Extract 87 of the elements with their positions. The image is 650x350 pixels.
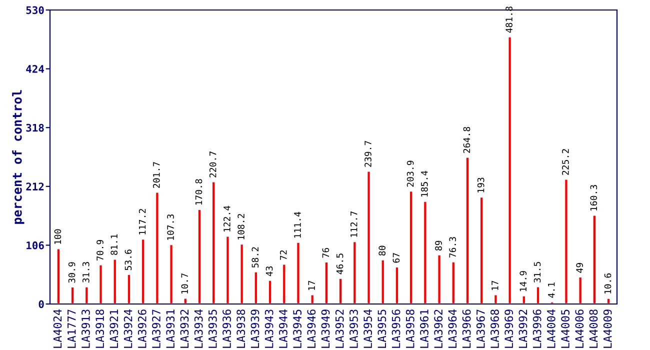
x-tick-label: LA3932 [180,310,189,348]
x-tick-label: LA3934 [194,309,203,348]
x-tick-label: LA3949 [321,310,330,348]
data-label: 31.5 [534,262,541,282]
data-label: 53.6 [124,250,132,270]
data-label: 225.2 [562,149,569,175]
data-label: 170.8 [195,179,202,205]
x-tick-label: LA3921 [110,310,118,348]
data-label: 122.4 [224,206,230,232]
data-label: 100 [54,229,62,244]
x-tick-label: LA3924 [124,309,132,348]
data-label: 14.9 [520,271,527,292]
x-tick-label: LA4008 [589,310,598,348]
y-axis-title: percent of control [12,90,24,224]
x-tick-label: LA3946 [307,310,316,348]
x-tick-label: LA3913 [82,310,90,348]
data-label: 58.2 [252,247,259,268]
data-label: 17 [308,280,315,290]
x-tick-label: LA4005 [561,310,570,348]
x-tick-label: LA3962 [434,310,443,348]
y-tick-label: 424 [26,65,44,73]
data-label: 481.8 [506,6,512,33]
data-label: 89 [435,240,442,251]
x-tick-label: LA4006 [575,310,584,348]
y-tick-label: 318 [26,124,44,132]
x-tick-label: LA3952 [335,310,344,348]
x-tick-label: LA3992 [518,310,528,348]
data-label: 112.7 [350,211,358,237]
data-label: 160.3 [590,185,598,210]
data-label: 46.5 [336,254,344,274]
data-label: 17 [492,280,498,290]
x-tick-label: LA3927 [152,310,160,348]
data-label: 108.2 [238,214,244,240]
data-label: 70.9 [96,240,104,261]
data-label: 10.6 [604,273,612,294]
data-label: 117.2 [138,209,146,234]
x-tick-label: LA4024 [53,309,62,348]
x-tick-label: LA3966 [462,310,471,348]
data-label: 4.1 [548,282,555,298]
x-tick-label: LA3958 [406,310,414,348]
x-tick-label: LA3969 [504,310,514,348]
data-label: 76.3 [449,237,456,258]
data-label: 193 [477,178,484,192]
y-tick-label: 106 [26,241,44,250]
data-label: 201.7 [153,162,160,188]
data-label: 264.8 [463,126,470,153]
data-label: 10.7 [181,273,188,294]
x-tick-label: LA3931 [166,310,175,348]
data-label: 76 [322,248,330,258]
x-tick-label: LA3953 [350,310,358,348]
data-label: 111.4 [294,212,301,238]
data-label: 31.3 [82,262,90,283]
x-tick-label: LA3964 [448,309,457,348]
x-tick-label: LA4004 [546,309,556,348]
x-tick-label: LA3944 [278,309,288,348]
x-tick-label: LA3967 [476,310,485,348]
x-tick-label: LA3955 [378,310,386,348]
y-tick-label: 212 [26,182,44,190]
x-tick-label: LA3945 [293,310,302,348]
data-label: 80 [378,246,386,256]
data-label: 107.3 [167,214,174,240]
y-tick-label: 0 [38,300,44,308]
data-label: 30.9 [68,262,76,283]
x-tick-label: LA3918 [96,310,104,348]
x-tick-label: LA3936 [222,310,231,348]
data-label: 220.7 [209,152,216,178]
x-tick-label: LA3926 [138,310,146,348]
x-tick-label: LA3956 [392,310,400,348]
x-tick-label: LA3935 [208,310,217,348]
x-tick-label: LA3954 [364,309,372,348]
x-tick-label: LA3943 [264,310,274,348]
x-tick-label: LA3938 [236,310,246,348]
x-tick-label: LA3961 [420,310,428,348]
data-label: 239.7 [364,141,372,167]
y-tick-label: 530 [26,6,44,14]
data-label: 81.1 [110,234,118,255]
x-tick-label: LA3939 [250,310,260,348]
data-label: 185.4 [420,170,428,197]
x-tick-label: LA3968 [490,310,499,348]
x-tick-label: LA4009 [603,310,612,348]
data-label: 43 [266,266,273,276]
x-tick-label: LA1777 [68,310,76,348]
data-label: 67 [392,253,400,263]
data-label: 203.9 [406,160,414,187]
data-label: 49 [576,263,583,273]
data-label: 72 [280,250,287,260]
x-tick-label: LA3996 [532,310,542,348]
